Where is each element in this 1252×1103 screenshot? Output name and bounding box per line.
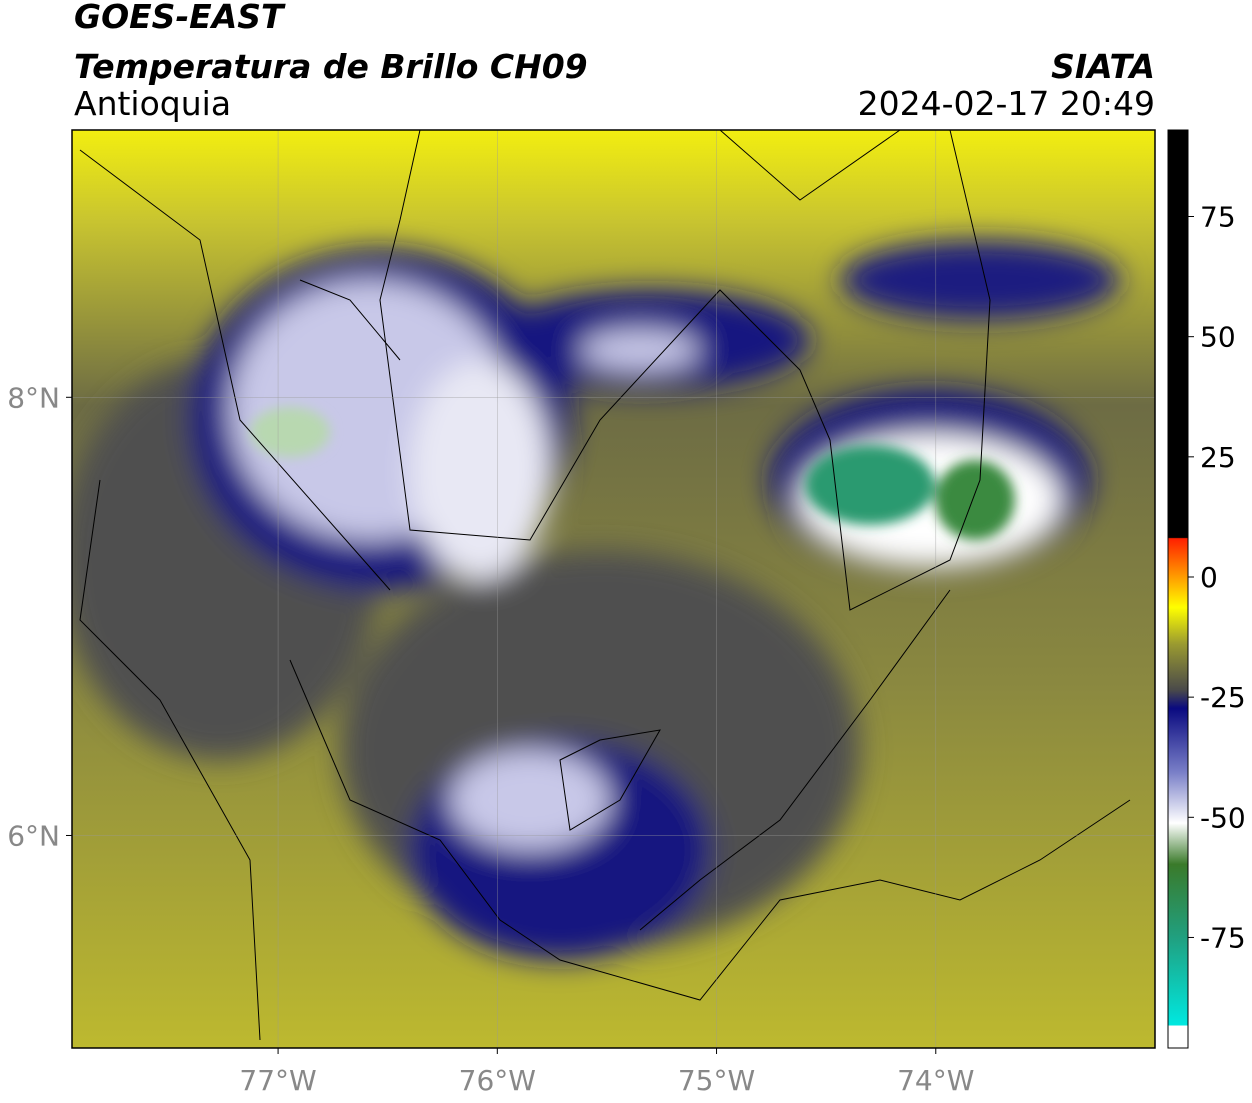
product: Temperatura de Brillo CH09 bbox=[74, 47, 588, 86]
graticule bbox=[72, 130, 1155, 1048]
x-tick-label: 75°W bbox=[678, 1064, 755, 1097]
x-tick-label: 77°W bbox=[239, 1064, 316, 1097]
y-tick-label: 6°N bbox=[7, 819, 60, 852]
colorbar-tick-label: -25 bbox=[1200, 681, 1246, 714]
colorbar-tick-label: -75 bbox=[1200, 921, 1246, 954]
satellite: GOES-EAST bbox=[74, 0, 286, 36]
x-tick-label: 74°W bbox=[897, 1064, 974, 1097]
satellite-image bbox=[72, 130, 1155, 1048]
map-frame bbox=[71, 129, 1156, 1049]
colorbar-tick-label: 50 bbox=[1200, 321, 1236, 354]
colorbar bbox=[1167, 129, 1189, 1049]
region: Antioquia bbox=[74, 84, 231, 123]
colorbar-tick-label: 75 bbox=[1200, 201, 1236, 234]
colorbar-tick-label: 0 bbox=[1200, 561, 1218, 594]
colorbar-tick-label: 25 bbox=[1200, 441, 1236, 474]
datetime: 2024-02-17 20:49 bbox=[858, 84, 1155, 123]
x-tick-label: 76°W bbox=[459, 1064, 536, 1097]
colorbar-tick-label: -50 bbox=[1200, 801, 1246, 834]
source: SIATA bbox=[1051, 47, 1155, 86]
y-tick-label: 8°N bbox=[7, 381, 60, 414]
